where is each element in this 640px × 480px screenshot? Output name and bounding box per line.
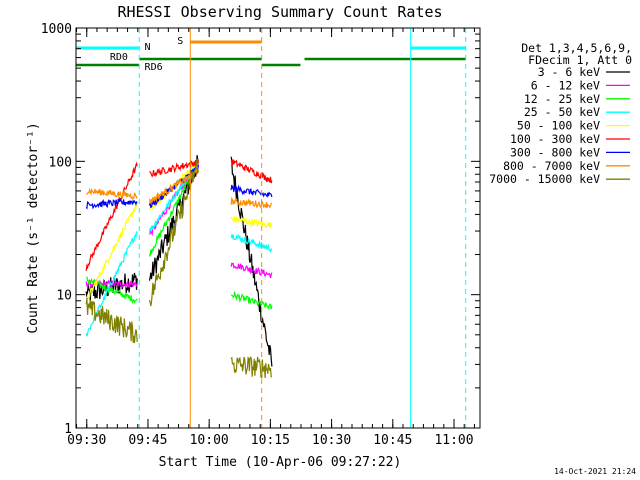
x-tick-label-3: 10:15 (251, 433, 290, 448)
legend-label-0: 3 - 6 keV (538, 65, 600, 79)
series-line-2-segment-0 (85, 276, 138, 304)
legend-label-1: 6 - 12 keV (531, 78, 600, 92)
x-tick-label-4: 10:30 (312, 433, 351, 448)
legend-label-6: 300 - 800 keV (510, 145, 600, 159)
footer-date: 14-Oct-2021 21:24 (554, 467, 636, 476)
rd0-marker: RD0 (110, 52, 128, 63)
series-line-3-segment-2 (230, 233, 273, 254)
series-line-8-segment-2 (230, 356, 273, 379)
legend-label-8: 7000 - 15000 keV (489, 172, 600, 186)
series-line-8-segment-1 (148, 158, 199, 307)
series-line-5-segment-0 (85, 161, 138, 271)
x-tick-label-6: 11:00 (434, 433, 473, 448)
legend-label-2: 12 - 25 keV (524, 92, 600, 106)
legend-label-7: 800 - 7000 keV (503, 159, 600, 173)
x-tick-label-2: 10:00 (190, 433, 229, 448)
legend-label-4: 50 - 100 keV (517, 119, 600, 133)
plot-area (85, 155, 273, 379)
legend-label-3: 25 - 50 keV (524, 105, 600, 119)
series-line-4-segment-2 (230, 216, 273, 229)
instrument-state-overlay: N S RD0 RD6 (76, 28, 467, 428)
y-axis-label: Count Rate (s⁻¹ detector⁻¹) (26, 122, 41, 333)
series-line-6-segment-2 (230, 184, 273, 198)
axes: 1 10 100 1000 09:30 09:45 10:00 10:15 10:30 10:45… (41, 22, 481, 448)
y-tick-label-3: 1000 (41, 22, 72, 37)
series-line-4-segment-0 (85, 202, 138, 299)
plot-frame (75, 27, 481, 429)
series-line-0-segment-2 (230, 156, 273, 367)
legend-label-5: 100 - 300 keV (510, 132, 600, 146)
series-line-5-segment-2 (230, 159, 273, 184)
series-line-6-segment-0 (85, 198, 138, 210)
series-line-1-segment-2 (230, 262, 273, 279)
y-tick-label-0: 1 (64, 422, 72, 437)
rd6-marker: RD6 (145, 62, 163, 73)
x-tick-label-5: 10:45 (373, 433, 412, 448)
legend-header-detectors: Det 1,3,4,5,6,9, (521, 41, 632, 55)
series-line-2-segment-1 (148, 160, 199, 257)
chart-title: RHESSI Observing Summary Count Rates (117, 3, 442, 21)
y-tick-label-1: 10 (56, 289, 72, 304)
legend-header-decimation: FDecim 1, Att 0 (528, 53, 632, 67)
y-tick-label-2: 100 (49, 155, 72, 170)
series-line-7-segment-0 (86, 187, 138, 200)
series-line-2-segment-2 (231, 290, 273, 310)
series-line-8-segment-0 (85, 298, 138, 344)
x-axis-label: Start Time (10-Apr-06 09:27:22) (159, 455, 402, 470)
saa-marker-s: S (177, 36, 183, 47)
x-tick-label-0: 09:30 (67, 433, 106, 448)
series-line-7-segment-2 (230, 196, 273, 209)
x-tick-label-1: 09:45 (128, 433, 167, 448)
night-marker-n: N (145, 42, 151, 53)
